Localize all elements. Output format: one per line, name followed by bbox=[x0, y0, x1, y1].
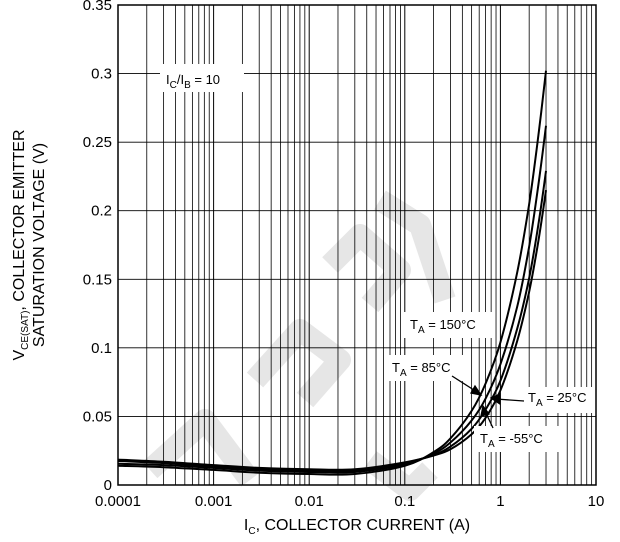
leader-arrows bbox=[451, 375, 525, 429]
series-label-25c-text: TA = 25°C bbox=[528, 390, 587, 409]
series-label-minus55c-bg bbox=[474, 426, 566, 452]
x-tick-label: 1 bbox=[496, 493, 504, 510]
y-tick-labels: 0 0.05 0.1 0.15 0.2 0.25 0.3 0.35 bbox=[83, 0, 112, 494]
series-line-85c bbox=[117, 125, 547, 474]
x-tick-label: 0.001 bbox=[195, 493, 233, 510]
condition-annotation-bg bbox=[160, 64, 244, 92]
x-axis-title: IC, COLLECTOR CURRENT (A) bbox=[244, 517, 470, 537]
series-line-minus55c bbox=[117, 189, 547, 471]
series-label-25c: TA = 25°C bbox=[525, 387, 595, 413]
y-tick-label: 0.3 bbox=[91, 66, 112, 83]
y-tick-label: 0.05 bbox=[83, 408, 112, 425]
arrow-25c bbox=[495, 398, 525, 402]
series-label-minus55c-text: TA = -55°C bbox=[480, 431, 543, 450]
series-label-25c-bg bbox=[525, 387, 595, 413]
series-line-25c bbox=[117, 170, 547, 473]
y-axis-title-line1: VCE(SAT), COLLECTOR EMITTER bbox=[11, 130, 31, 361]
y-tick-label: 0.25 bbox=[83, 134, 112, 151]
series-layer bbox=[117, 70, 547, 476]
series-line-150c bbox=[117, 70, 547, 476]
arrow-minus55c-head bbox=[480, 404, 491, 417]
y-tick-label: 0.15 bbox=[83, 271, 112, 288]
series-label-150c-bg bbox=[404, 312, 494, 338]
series-label-85c: TA = 85°C bbox=[386, 355, 468, 381]
x-tick-labels: 0.0001 0.001 0.01 0.1 1 10 bbox=[95, 493, 604, 510]
series-label-85c-bg bbox=[386, 355, 468, 381]
x-tick-label: 10 bbox=[588, 493, 605, 510]
series-label-150c-text: TA = 150°C bbox=[410, 317, 476, 336]
series-label-85c-text: TA = 85°C bbox=[392, 360, 451, 379]
condition-annotation: IC/IB = 10 bbox=[160, 64, 244, 92]
x-tick-label: 0.01 bbox=[295, 493, 324, 510]
series-label-minus55c: TA = -55°C bbox=[474, 426, 566, 452]
y-tick-label: 0.35 bbox=[83, 0, 112, 14]
series-label-150c: TA = 150°C bbox=[404, 312, 494, 338]
arrow-25c-head bbox=[489, 392, 501, 406]
plot-frame bbox=[117, 4, 597, 486]
x-tick-label: 0.1 bbox=[394, 493, 415, 510]
y-tick-label: 0.2 bbox=[91, 203, 112, 220]
arrow-85c-head bbox=[469, 384, 483, 396]
y-tick-label: 0.1 bbox=[91, 340, 112, 357]
y-axis-title-line2: SATURATION VOLTAGE (V) bbox=[31, 143, 48, 347]
condition-text: IC/IB = 10 bbox=[166, 72, 220, 91]
x-tick-label: 0.0001 bbox=[95, 493, 141, 510]
y-tick-label: 0 bbox=[104, 477, 112, 494]
